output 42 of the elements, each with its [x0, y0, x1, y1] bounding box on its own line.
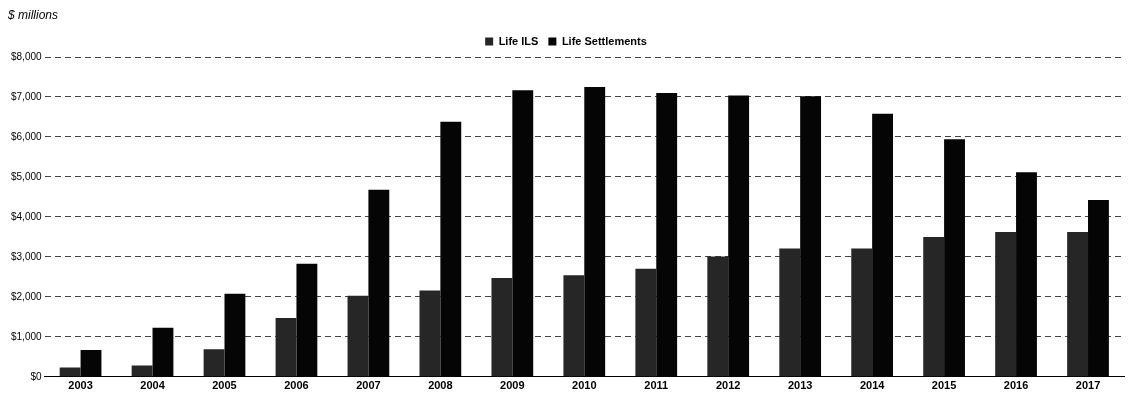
- y-axis-title: $ millions: [8, 8, 59, 24]
- x-tick-label: 2017: [1075, 379, 1101, 392]
- x-tick-label: 2006: [284, 379, 309, 392]
- x-tick-label: 2005: [212, 379, 237, 392]
- bar: [275, 318, 297, 377]
- x-tick-label: 2008: [428, 379, 453, 392]
- x-tick-label: 2007: [356, 379, 381, 392]
- x-tick-label: 2010: [572, 379, 597, 392]
- y-tick-label: $2,000: [10, 290, 43, 302]
- x-tick-label: 2013: [787, 379, 813, 392]
- bar: [779, 248, 801, 377]
- y-tick-label: $1,000: [10, 330, 43, 342]
- x-tick-label: 2004: [140, 379, 166, 392]
- bar: [707, 256, 729, 377]
- bar: [203, 349, 225, 377]
- x-tick-label: 2016: [1003, 379, 1029, 392]
- y-tick-label: $3,000: [10, 250, 43, 262]
- bar: [851, 248, 873, 377]
- y-tick-label: $5,000: [10, 170, 43, 182]
- x-tick-label: 2014: [859, 379, 886, 392]
- bar: [491, 278, 513, 377]
- bar: [1067, 232, 1089, 377]
- x-tick-label: 2012: [715, 379, 741, 392]
- x-tick-label: 2009: [500, 379, 525, 392]
- bar: [635, 268, 657, 377]
- y-tick-label: $6,000: [10, 130, 43, 142]
- bar: [419, 290, 441, 377]
- y-tick-label: $8,000: [10, 50, 43, 62]
- y-tick-label: $4,000: [10, 210, 43, 222]
- legend-label: Life ILS: [498, 34, 539, 47]
- x-tick-label: 2003: [68, 379, 93, 392]
- bar: [347, 295, 369, 377]
- bar: [995, 232, 1017, 377]
- y-tick-label: $7,000: [10, 90, 43, 102]
- bar: [563, 275, 585, 377]
- bar: [131, 365, 153, 377]
- legend-label: Life Settlements: [561, 34, 647, 47]
- bar: [923, 236, 945, 377]
- x-tick-label: 2011: [644, 379, 669, 392]
- bar: [59, 367, 81, 377]
- y-tick-label: $0: [30, 370, 43, 382]
- x-tick-label: 2015: [931, 379, 957, 392]
